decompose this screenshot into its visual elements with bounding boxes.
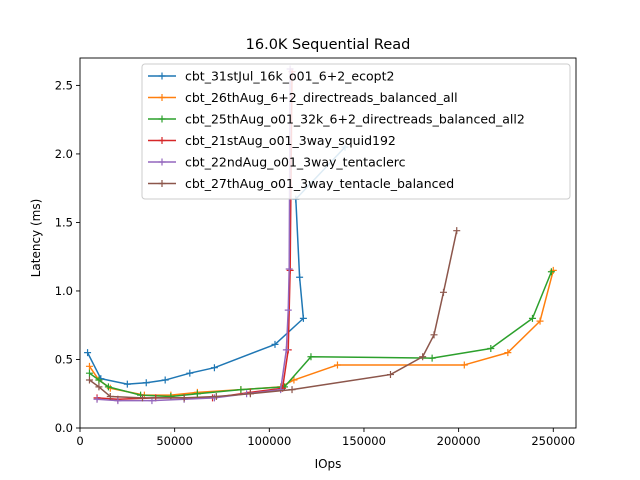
legend-marker bbox=[158, 180, 166, 187]
data-point bbox=[453, 227, 461, 235]
data-point bbox=[95, 376, 103, 384]
data-point bbox=[93, 395, 101, 403]
axes-frame bbox=[79, 57, 577, 429]
legend-label: cbt_21stAug_o01_3way_squid192 bbox=[185, 133, 396, 148]
data-point bbox=[428, 354, 436, 362]
y-tick-label: 2.5 bbox=[55, 78, 73, 92]
data-point bbox=[504, 349, 512, 357]
data-point bbox=[487, 345, 495, 353]
y-tick-label: 0.5 bbox=[55, 352, 73, 366]
x-tick-label: 250000 bbox=[531, 434, 575, 448]
legend-entry-6: cbt_27thAug_o01_3way_tentacle_balanced bbox=[148, 176, 454, 191]
data-point bbox=[85, 362, 93, 370]
series-6 bbox=[85, 227, 461, 402]
data-point bbox=[277, 386, 285, 394]
plot-area bbox=[84, 65, 557, 405]
y-tick-label: 1.5 bbox=[55, 215, 73, 229]
legend-marker bbox=[158, 94, 166, 101]
x-axis-label: IOps bbox=[315, 457, 342, 471]
data-point bbox=[460, 361, 468, 369]
data-point bbox=[186, 369, 194, 377]
legend-label: cbt_31stJul_16k_o01_6+2_ecopt2 bbox=[185, 69, 394, 84]
y-axis-label: Latency (ms) bbox=[29, 199, 43, 278]
x-tick-label: 0 bbox=[76, 434, 83, 448]
y-tick-label: 2.0 bbox=[55, 147, 73, 161]
data-point bbox=[419, 353, 427, 361]
data-point bbox=[193, 390, 201, 398]
x-tick-label: 150000 bbox=[342, 434, 386, 448]
data-point bbox=[296, 273, 304, 281]
data-point bbox=[84, 349, 92, 357]
legend-box bbox=[141, 63, 571, 200]
x-tick-label: 100000 bbox=[247, 434, 291, 448]
legend-entry-5: cbt_22ndAug_o01_3way_tentaclerc bbox=[148, 155, 406, 170]
data-point bbox=[106, 392, 114, 400]
legend-label: cbt_26thAug_6+2_directreads_balanced_all bbox=[185, 90, 458, 105]
data-point bbox=[161, 376, 169, 384]
data-point bbox=[210, 364, 218, 372]
data-point bbox=[547, 268, 555, 276]
data-point bbox=[307, 353, 315, 361]
data-point bbox=[85, 376, 93, 384]
legend-marker bbox=[158, 158, 166, 166]
legend-marker bbox=[158, 137, 166, 144]
data-point bbox=[284, 306, 292, 314]
data-point bbox=[237, 386, 245, 394]
data-point bbox=[333, 361, 341, 369]
data-point bbox=[180, 394, 188, 402]
data-point bbox=[536, 317, 544, 325]
x-tick-label: 50000 bbox=[156, 434, 193, 448]
data-point bbox=[271, 340, 279, 348]
legend-label: cbt_27thAug_o01_3way_tentacle_balanced bbox=[185, 176, 454, 191]
series-3 bbox=[85, 268, 555, 400]
data-point bbox=[246, 390, 254, 398]
data-point bbox=[430, 331, 438, 339]
data-point bbox=[85, 369, 93, 377]
data-point bbox=[142, 379, 150, 387]
data-point bbox=[288, 386, 296, 394]
data-point bbox=[104, 383, 112, 391]
data-point bbox=[138, 394, 146, 402]
data-point bbox=[282, 346, 290, 354]
legend-label: cbt_25thAug_o01_32k_6+2_directreads_bala… bbox=[185, 112, 525, 127]
series-line-1 bbox=[86, 146, 346, 385]
data-point bbox=[386, 371, 394, 379]
data-point bbox=[114, 397, 122, 405]
legend-marker bbox=[158, 72, 166, 80]
data-point bbox=[528, 314, 536, 322]
data-point bbox=[285, 265, 293, 273]
y-tick-label: 1.0 bbox=[55, 284, 73, 298]
legend-entry-4: cbt_21stAug_o01_3way_squid192 bbox=[148, 133, 396, 148]
chart-title: 16.0K Sequential Read bbox=[246, 37, 411, 53]
axes: 0 50000 100000 150000 200000 250000 0.0 0.5 1.0 1… bbox=[55, 57, 577, 448]
legend-entry-2: cbt_26thAug_6+2_directreads_balanced_all bbox=[148, 90, 458, 105]
legend: cbt_31stJul_16k_o01_6+2_ecopt2 cbt_26thAu… bbox=[141, 63, 571, 200]
legend-marker bbox=[158, 115, 166, 123]
data-point bbox=[299, 314, 307, 322]
data-point bbox=[286, 266, 294, 274]
data-point bbox=[212, 392, 220, 400]
legend-label: cbt_22ndAug_o01_3way_tentaclerc bbox=[185, 155, 406, 170]
data-point bbox=[123, 380, 131, 388]
data-point bbox=[290, 376, 298, 384]
data-point bbox=[95, 383, 103, 391]
legend-entry-3: cbt_25thAug_o01_32k_6+2_directreads_bala… bbox=[148, 112, 525, 127]
data-point bbox=[439, 288, 447, 296]
data-point bbox=[167, 392, 175, 400]
x-tick-label: 200000 bbox=[437, 434, 481, 448]
y-tick-label: 0.0 bbox=[55, 421, 73, 435]
legend-entry-1: cbt_31stJul_16k_o01_6+2_ecopt2 bbox=[148, 69, 394, 84]
